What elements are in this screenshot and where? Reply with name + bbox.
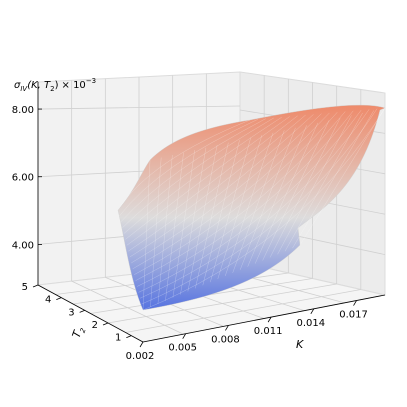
x-tick-mark	[182, 333, 187, 339]
y-tick-label: 2	[92, 320, 98, 331]
tick-marks	[32, 108, 357, 348]
x-tick-label: 0.011	[254, 326, 283, 337]
y-tick-label: 4	[45, 295, 51, 306]
z-tick-label: 4.00	[12, 240, 34, 251]
x-tick-label: 0.002	[126, 351, 155, 362]
y-tick-mark	[79, 309, 85, 313]
x-tick-label: 0.005	[168, 343, 197, 354]
z-axis-title: σIV(K, T2) × 10−3	[14, 77, 96, 93]
z-axis-title-main: σ	[14, 80, 21, 91]
tick-labels: 0.002 0.005 0.008 0.011 0.014 0.017 1 2 3 4 5 4.00 6…	[12, 105, 368, 362]
z-axis-title-tail: )	[55, 80, 59, 91]
z-tick-label: 6.00	[12, 173, 34, 184]
y-axis-title-main: T	[70, 328, 85, 340]
y-axis-title-sub: 2	[79, 327, 88, 334]
surface-mesh	[117, 107, 386, 311]
x-tick-mark	[310, 308, 315, 315]
x-tick-mark	[225, 325, 229, 331]
surface	[117, 104, 386, 311]
y-axis-line	[37, 284, 144, 343]
y-tick-mark	[56, 297, 62, 301]
x-tick-label: 0.014	[297, 318, 326, 329]
y-axis-title: T2	[70, 324, 88, 340]
y-tick-mark	[32, 284, 39, 288]
y-tick-mark	[126, 335, 132, 339]
x-tick-mark	[139, 341, 144, 348]
x-tick-mark	[353, 300, 357, 306]
y-tick-label: 1	[115, 333, 121, 344]
x-axis-line	[142, 294, 386, 343]
x-tick-mark	[267, 316, 272, 323]
x-axis-title: K	[296, 338, 304, 351]
z-axis-title-sub: IV	[20, 85, 28, 93]
x-tick-label: 0.017	[339, 310, 368, 321]
z-axis-title-args: (K, T	[27, 80, 51, 91]
z-axis-title-args-sub: 2	[50, 85, 54, 93]
z-axis-title-mult: × 10	[62, 80, 86, 91]
y-tick-mark	[102, 322, 109, 326]
x-tick-label: 0.008	[211, 334, 240, 345]
y-tick-label: 5	[22, 282, 28, 293]
z-tick-label: 8.00	[12, 105, 34, 116]
z-axis-title-exp: −3	[86, 77, 96, 85]
y-tick-label: 3	[68, 307, 74, 318]
